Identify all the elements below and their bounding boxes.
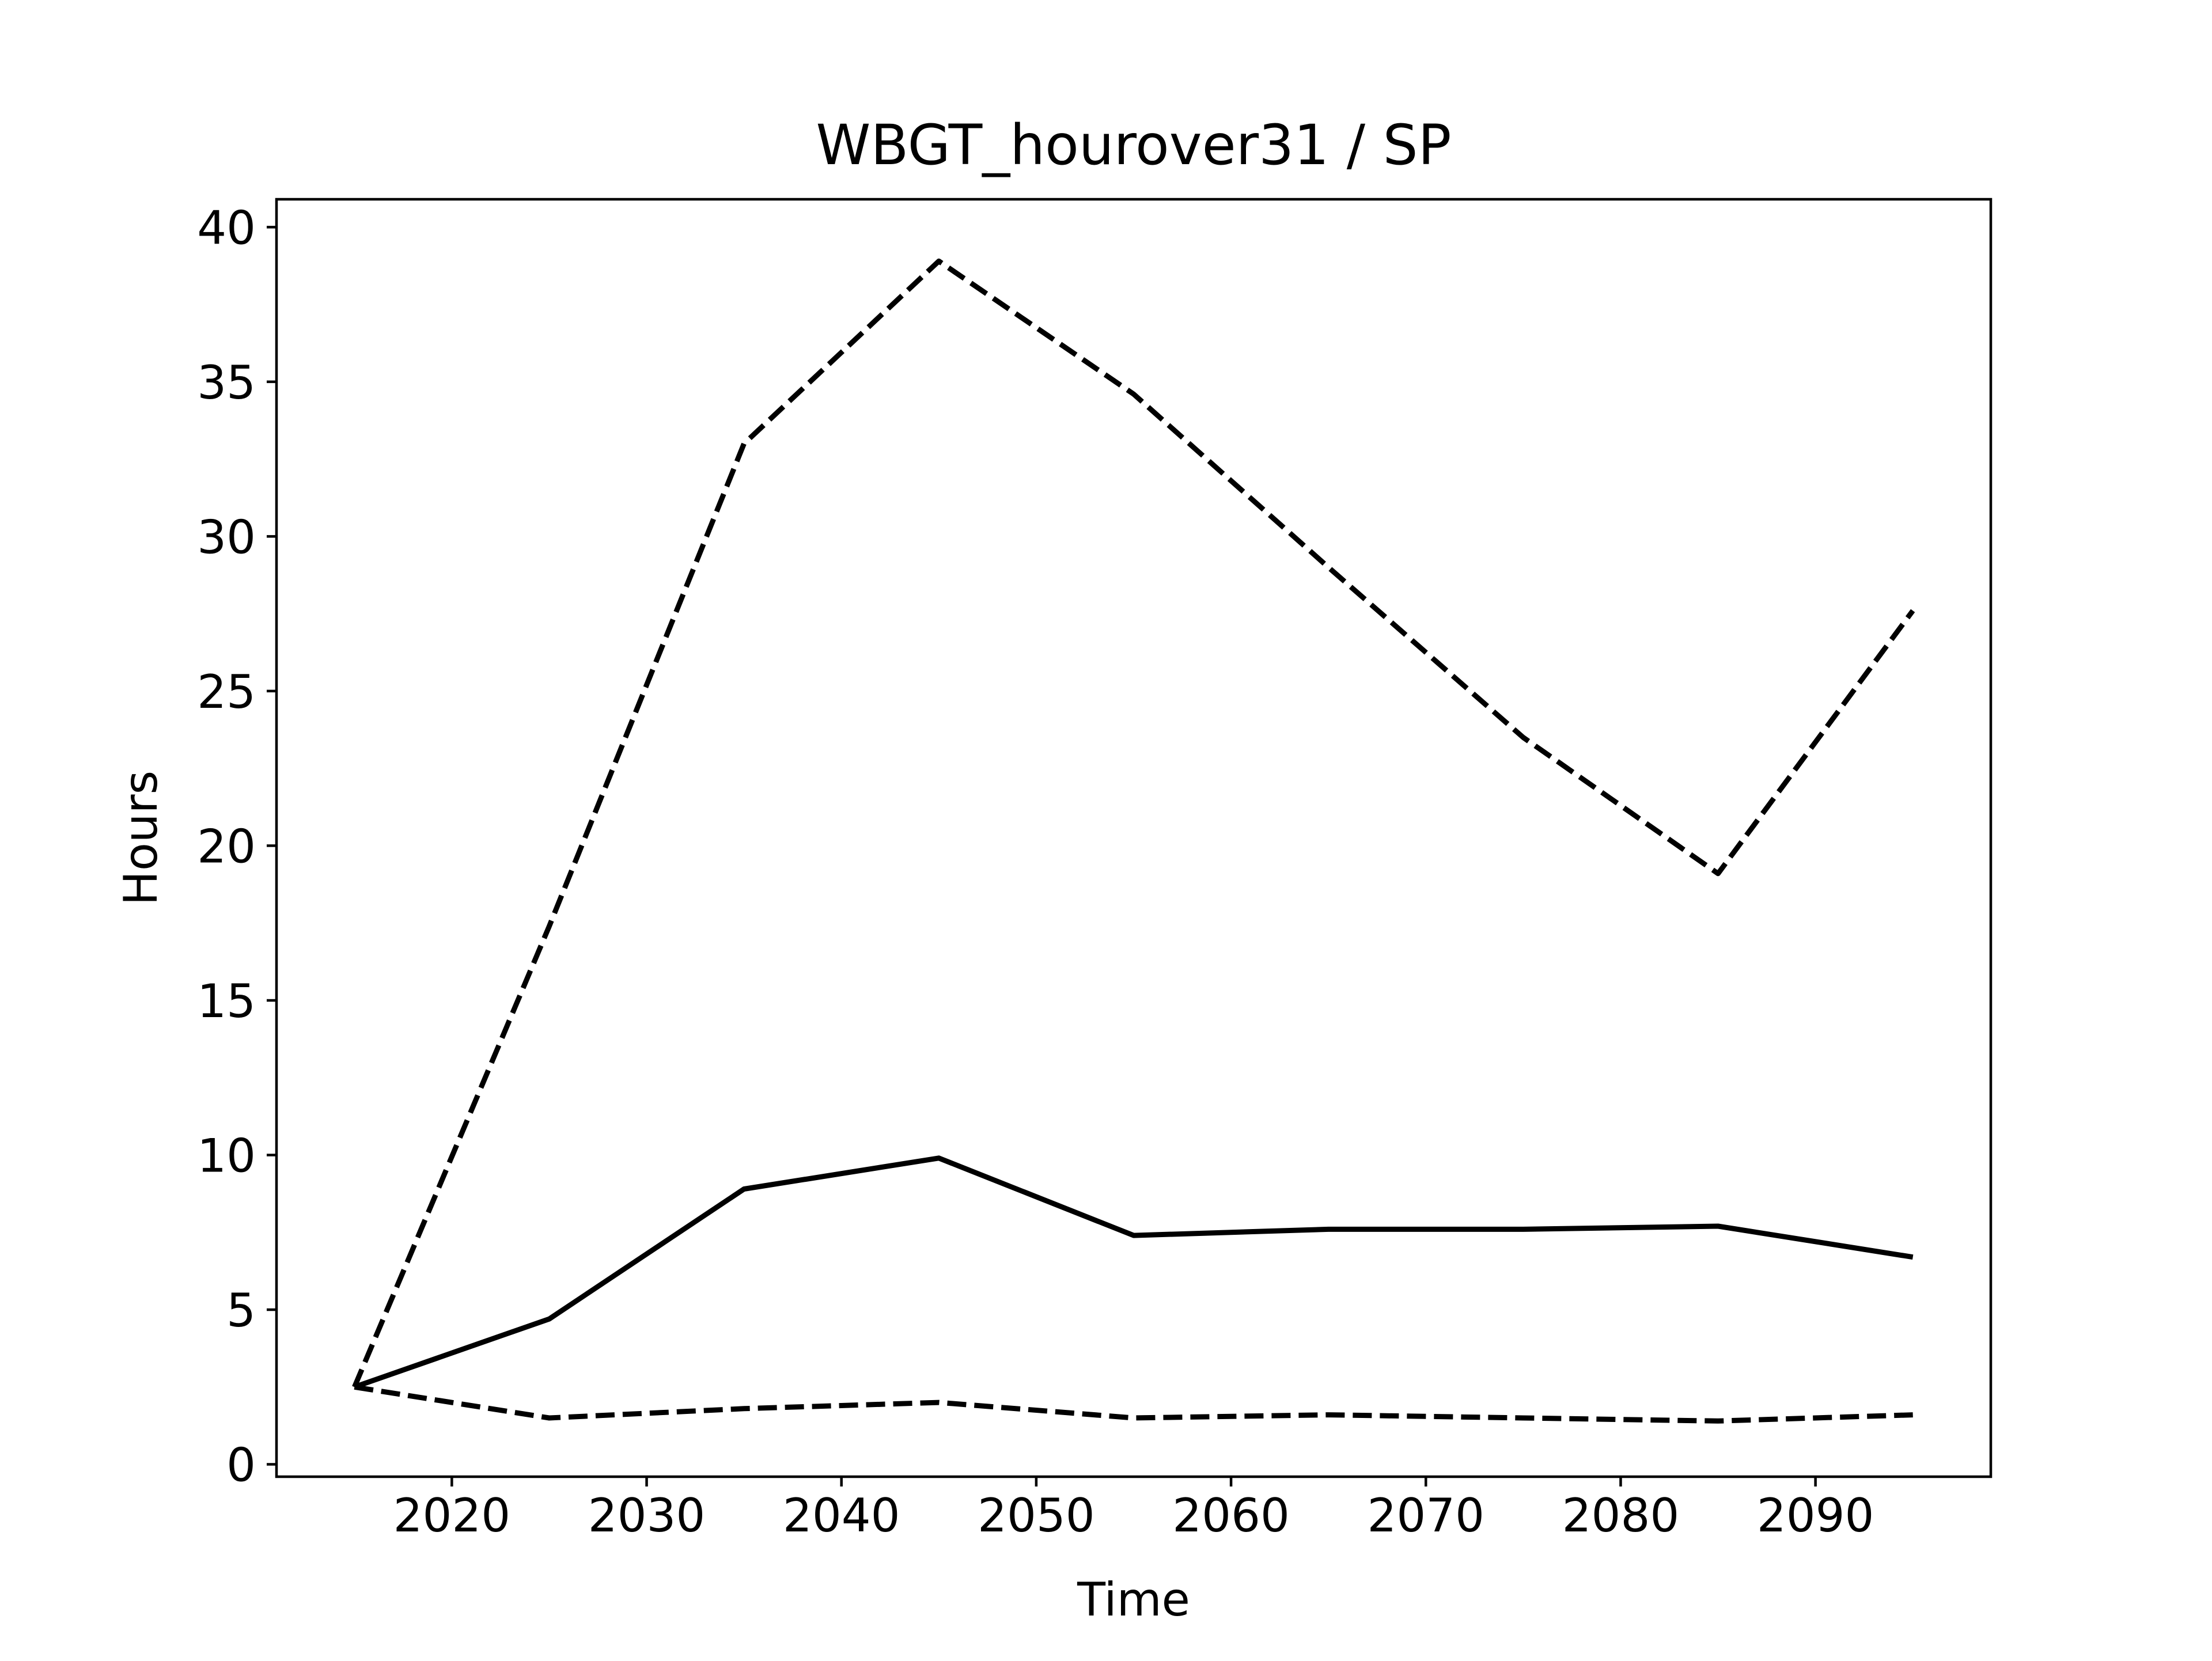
y-tick-label: 25 — [197, 665, 256, 719]
x-tick-label: 2020 — [393, 1489, 511, 1542]
y-axis-label: Hours — [114, 771, 168, 905]
x-axis-label: Time — [1077, 1573, 1190, 1626]
y-tick-label: 20 — [197, 820, 256, 873]
y-tick-label: 0 — [226, 1439, 256, 1492]
chart-title: WBGT_hourover31 / SP — [816, 113, 1452, 177]
x-tick-label: 2050 — [978, 1489, 1095, 1542]
x-tick-label: 2040 — [783, 1489, 900, 1542]
y-tick-label: 35 — [197, 356, 256, 409]
series-line-2 — [352, 258, 1915, 1389]
plot-frame — [275, 198, 1993, 1478]
y-tick-label: 5 — [226, 1284, 256, 1337]
x-tick-label: 2070 — [1367, 1489, 1484, 1542]
x-tick-label: 2080 — [1562, 1489, 1680, 1542]
series-line-1 — [353, 1155, 1914, 1390]
y-tick-label: 30 — [197, 510, 256, 564]
chart-marks — [352, 258, 1915, 1424]
x-tick-label: 2030 — [588, 1489, 706, 1542]
y-tick-label: 10 — [197, 1129, 256, 1182]
axis-ticks: 2020 2030 2040 2050 2060 2070 2080 209005101520… — [197, 201, 1874, 1542]
y-tick-label: 40 — [197, 201, 256, 255]
y-tick-label: 15 — [197, 974, 256, 1028]
x-tick-label: 2060 — [1172, 1489, 1290, 1542]
x-tick-label: 2090 — [1757, 1489, 1874, 1542]
series-line-3 — [354, 1384, 1913, 1424]
